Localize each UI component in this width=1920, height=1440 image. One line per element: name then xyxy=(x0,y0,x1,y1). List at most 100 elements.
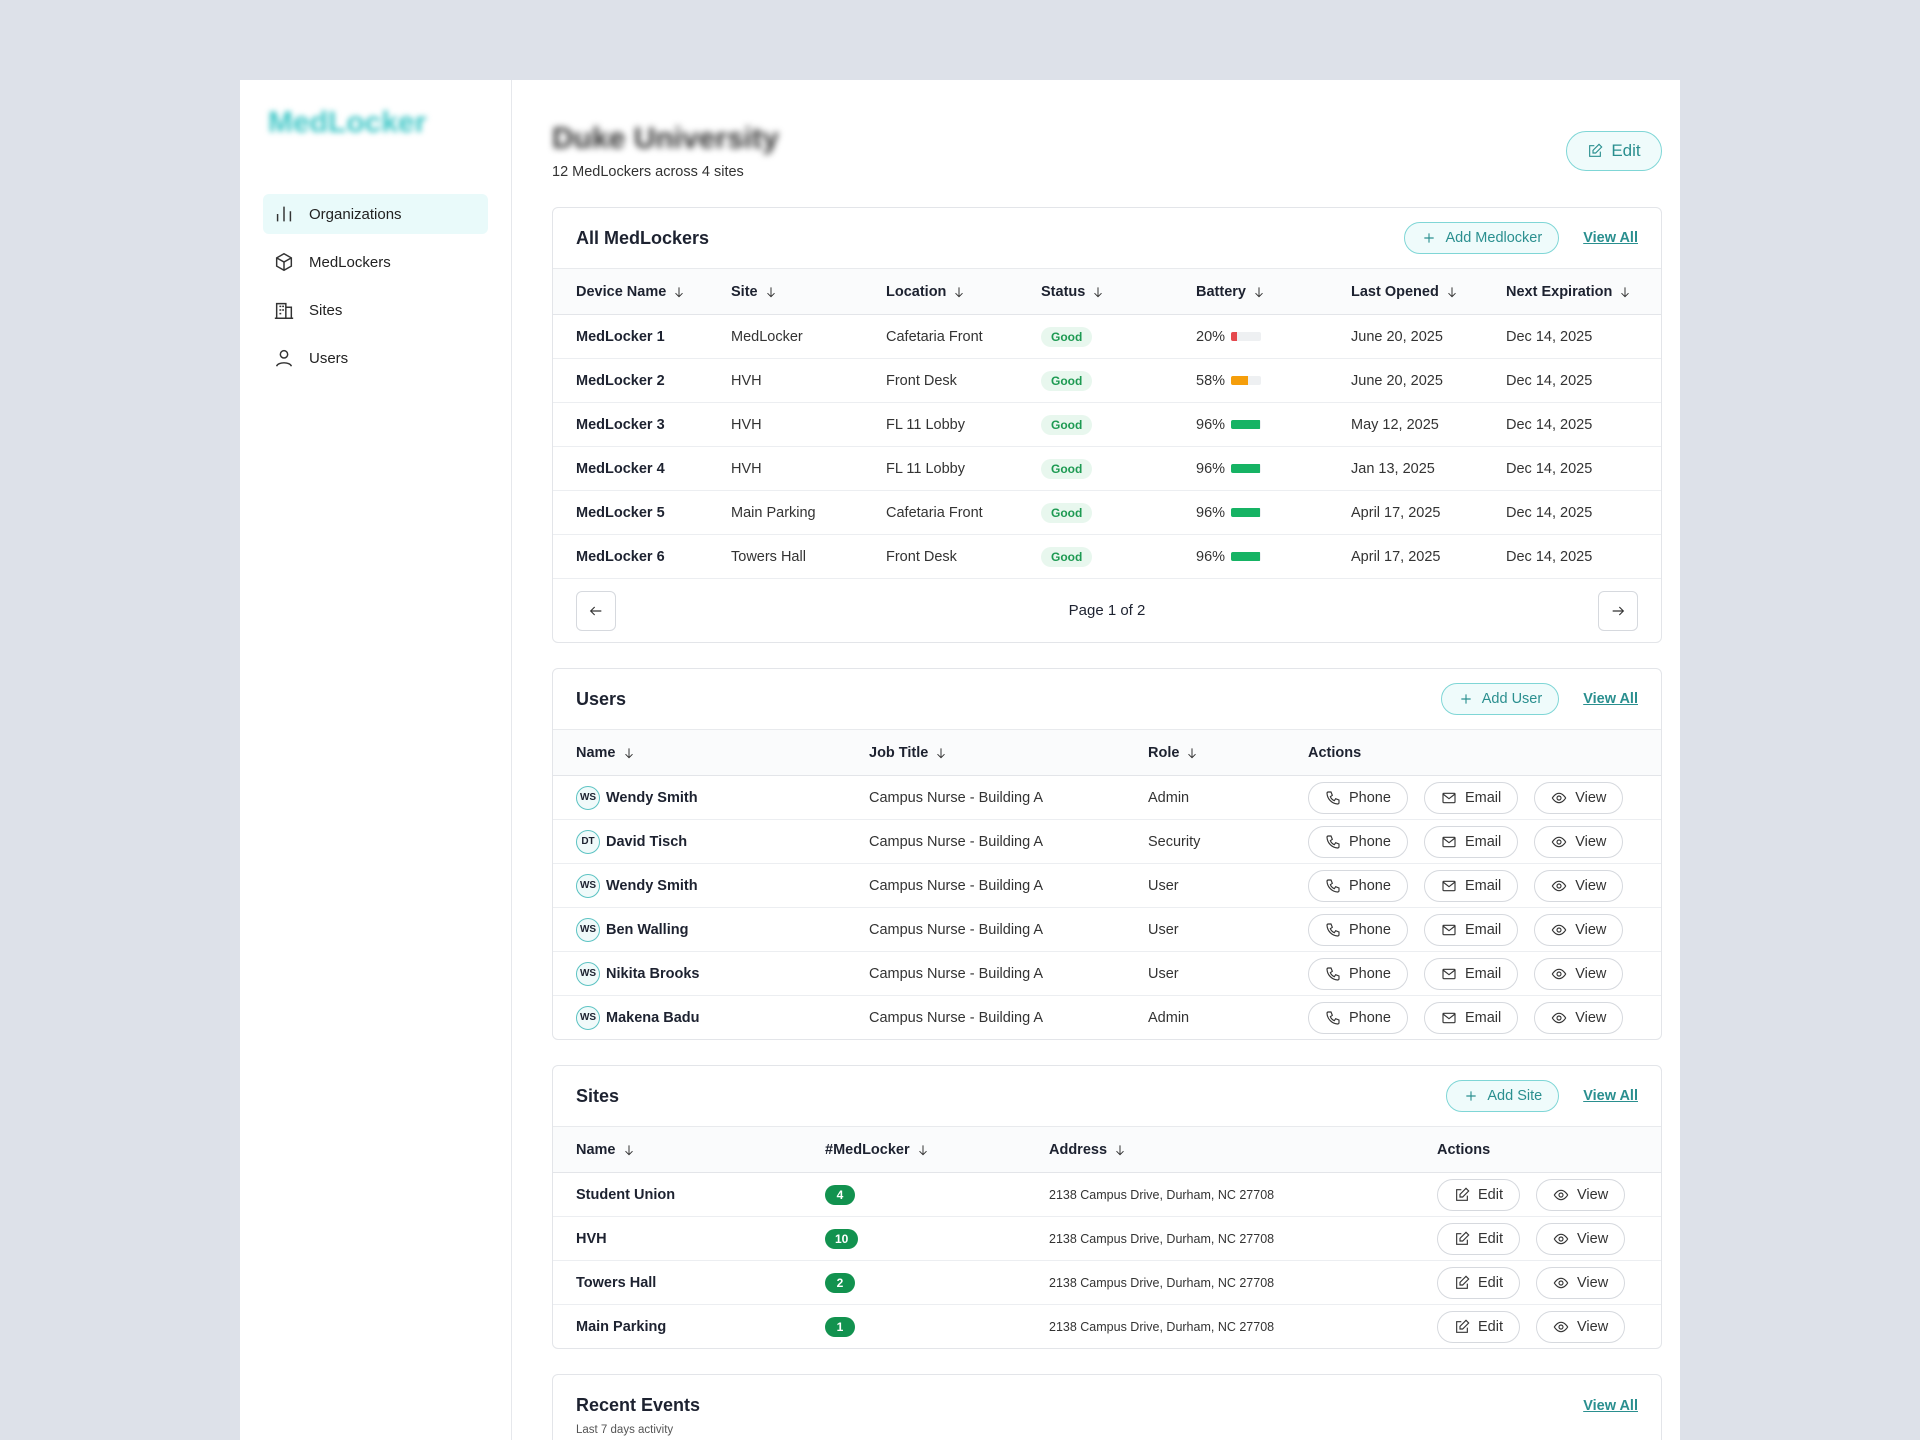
action-button[interactable]: View xyxy=(1534,913,1624,946)
action-button[interactable]: Phone xyxy=(1308,825,1408,858)
battery-track xyxy=(1231,552,1262,561)
section-header: All MedLockers Add Medlocker View All xyxy=(553,208,1661,269)
action-button[interactable]: Email xyxy=(1423,1001,1519,1034)
column-label: Job Title xyxy=(869,744,929,761)
button-label: Phone xyxy=(1349,789,1391,806)
action-button[interactable]: Edit xyxy=(1437,1266,1520,1299)
events-section: Recent Events View All Last 7 days activit… xyxy=(552,1374,1662,1440)
action-button[interactable]: Edit xyxy=(1437,1310,1520,1343)
action-button[interactable]: View xyxy=(1534,1001,1624,1034)
cell-text: Front Desk xyxy=(886,372,957,389)
prev-button[interactable] xyxy=(576,590,616,631)
icon xyxy=(1326,790,1340,805)
sidebar: MedLocker Organizations MedLockers Sites Use… xyxy=(240,80,512,1440)
cell: 96% xyxy=(1196,417,1351,433)
column-header[interactable]: Name xyxy=(576,1142,825,1158)
column-header[interactable]: Role xyxy=(1148,745,1308,761)
add-button[interactable]: Add Medlocker xyxy=(1404,222,1560,254)
icon xyxy=(624,747,633,758)
next-button[interactable] xyxy=(1597,590,1638,631)
column-header[interactable]: Device Name xyxy=(576,284,731,300)
button-label: Edit xyxy=(1478,1318,1503,1335)
icon xyxy=(589,606,602,615)
icon xyxy=(1326,878,1340,893)
action-button[interactable]: View xyxy=(1534,869,1624,902)
action-button[interactable]: Phone xyxy=(1308,869,1408,902)
button-label: View xyxy=(1577,1318,1609,1335)
cell: WS Wendy Smith xyxy=(576,785,869,810)
edit-button[interactable]: Edit xyxy=(1566,131,1662,171)
action-button[interactable]: Email xyxy=(1423,825,1519,858)
button-label: View xyxy=(1577,1274,1609,1291)
cell: 2138 Campus Drive, Durham, NC 27708 xyxy=(1049,1232,1437,1246)
site-name: Towers Hall xyxy=(576,1274,657,1291)
cell-text: May 12, 2025 xyxy=(1351,416,1439,433)
action-button[interactable]: View xyxy=(1534,957,1624,990)
column-header[interactable]: Site xyxy=(731,284,886,300)
column-header[interactable]: Job Title xyxy=(869,745,1148,761)
battery-track xyxy=(1231,332,1262,341)
icon xyxy=(1456,1187,1470,1201)
cell: MedLocker 2 xyxy=(576,373,731,389)
actions: Edit View xyxy=(1437,1178,1626,1211)
action-button[interactable]: Phone xyxy=(1308,781,1408,814)
action-button[interactable]: Email xyxy=(1423,781,1519,814)
action-button[interactable]: View xyxy=(1534,781,1624,814)
avatar: WS xyxy=(576,1005,600,1030)
cell: User xyxy=(1148,922,1308,938)
action-button[interactable]: Email xyxy=(1423,957,1519,990)
column-header[interactable]: Location xyxy=(886,284,1041,300)
nav-item[interactable]: Users xyxy=(263,338,488,378)
view-all-link[interactable]: View All xyxy=(1583,691,1638,707)
column-header[interactable]: Name xyxy=(576,745,869,761)
button-label: View xyxy=(1575,877,1607,894)
battery-value: 58% xyxy=(1196,372,1226,389)
icon xyxy=(1447,286,1456,297)
column-label: Last Opened xyxy=(1351,283,1439,300)
action-button[interactable]: View xyxy=(1536,1266,1626,1299)
action-button[interactable]: Edit xyxy=(1437,1178,1520,1211)
action-button[interactable]: View xyxy=(1536,1178,1626,1211)
nav-item[interactable]: Sites xyxy=(263,290,488,330)
cell: Cafetaria Front xyxy=(886,505,1041,521)
cell-text: Campus Nurse - Building A xyxy=(869,789,1044,806)
column-header[interactable]: Next Expiration xyxy=(1506,284,1661,300)
battery-track xyxy=(1231,508,1262,517)
nav-item[interactable]: Organizations xyxy=(263,194,488,234)
add-button[interactable]: Add User xyxy=(1440,683,1560,715)
view-all-link[interactable]: View All xyxy=(1583,1088,1638,1104)
action-button[interactable]: View xyxy=(1536,1222,1626,1255)
cell: Good xyxy=(1041,370,1196,391)
column-header[interactable]: #MedLocker xyxy=(825,1142,1049,1158)
action-button[interactable]: Edit xyxy=(1437,1222,1520,1255)
column-header[interactable]: Status xyxy=(1041,284,1196,300)
cell-text: Front Desk xyxy=(886,548,957,565)
cell-text: Jan 13, 2025 xyxy=(1351,460,1435,477)
battery-fill xyxy=(1231,508,1260,517)
cell: 96% xyxy=(1196,505,1351,521)
actions: Phone Email View xyxy=(1308,913,1624,946)
action-button[interactable]: Phone xyxy=(1308,913,1408,946)
view-all-link[interactable]: View All xyxy=(1583,1397,1638,1414)
cell: HVH xyxy=(731,417,886,433)
icon xyxy=(1551,836,1567,847)
column-header[interactable]: Battery xyxy=(1196,284,1351,300)
cell-text: Campus Nurse - Building A xyxy=(869,833,1044,850)
view-all-link[interactable]: View All xyxy=(1583,230,1638,246)
button-label: Edit xyxy=(1611,141,1641,160)
action-button[interactable]: Phone xyxy=(1308,1001,1408,1034)
icon xyxy=(1442,924,1456,935)
nav-label: Organizations xyxy=(309,205,402,223)
add-button[interactable]: Add Site xyxy=(1446,1080,1560,1112)
logo: MedLocker xyxy=(268,106,427,139)
action-button[interactable]: Phone xyxy=(1308,957,1408,990)
cell: 96% xyxy=(1196,549,1351,565)
table-row: WS Makena Badu Campus Nurse - Building A Ad… xyxy=(553,995,1661,1039)
column-header[interactable]: Last Opened xyxy=(1351,284,1506,300)
action-button[interactable]: View xyxy=(1534,825,1624,858)
action-button[interactable]: Email xyxy=(1423,913,1519,946)
action-button[interactable]: View xyxy=(1536,1310,1626,1343)
nav-item[interactable]: MedLockers xyxy=(263,242,488,282)
column-header[interactable]: Address xyxy=(1049,1142,1437,1158)
action-button[interactable]: Email xyxy=(1423,869,1519,902)
